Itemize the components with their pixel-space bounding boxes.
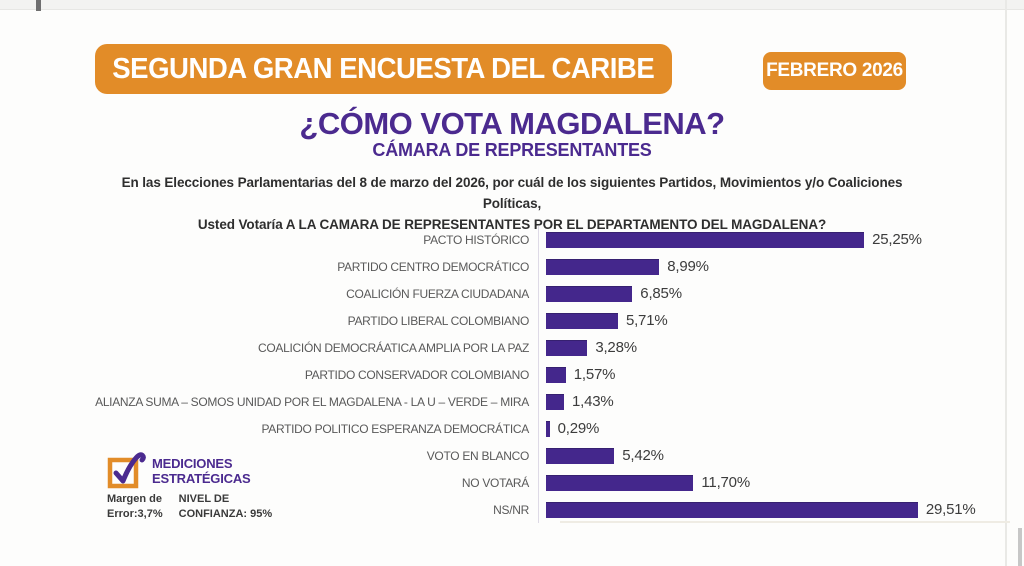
bar [546, 447, 615, 464]
photo-edge-top [0, 0, 1024, 10]
bar-category-label: PARTIDO POLITICO ESPERANZA DEMOCRÁTICA [261, 421, 529, 436]
page-title: ¿CÓMO VOTA MAGDALENA? [299, 106, 725, 141]
pollster-name-line2: ESTRATÉGICAS [152, 471, 251, 486]
bar [546, 285, 633, 302]
bar-value-label: 25,25% [872, 231, 922, 248]
bar [546, 366, 566, 383]
survey-question-line2: Usted Votaría A LA CAMARA DE REPRESENTAN… [197, 217, 827, 232]
bar-row: NS/NR 29,51% [0, 496, 1024, 523]
confidence-level-label: NIVEL DE [178, 493, 230, 505]
bar [546, 474, 694, 491]
bar-zone: 8,99% [538, 253, 1024, 280]
bar-zone: 6,85% [538, 280, 1024, 307]
date-badge: FEBRERO 2026 [763, 52, 906, 90]
bar-category-label: ALIANZA SUMA – SOMOS UNIDAD POR EL MAGDA… [95, 394, 529, 409]
survey-title-banner: SEGUNDA GRAN ENCUESTA DEL CARIBE [95, 44, 672, 94]
bar-row: PARTIDO CENTRO DEMOCRÁTICO 8,99% [0, 253, 1024, 280]
checkbox-logo-icon [107, 452, 146, 489]
bar-row: PACTO HISTÓRICO 25,25% [0, 226, 1024, 253]
bar [546, 312, 618, 329]
bar [546, 420, 550, 437]
bar-value-label: 0,29% [557, 420, 600, 437]
photo-edge-right [1005, 0, 1007, 566]
bar [546, 501, 918, 518]
bar-value-label: 1,43% [572, 393, 614, 410]
bar-row: NO VOTARÁ 11,70% [0, 469, 1024, 496]
bar-row: ALIANZA SUMA – SOMOS UNIDAD POR EL MAGDA… [0, 388, 1024, 415]
bar-chart: PACTO HISTÓRICO 25,25% PARTIDO CENTRO DEMO… [0, 226, 1024, 523]
bar-value-label: 3,28% [595, 339, 637, 356]
bar-category-label: NO VOTARÁ [461, 475, 529, 490]
bar-zone: 29,51% [538, 496, 1024, 523]
bar-value-label: 5,42% [622, 447, 664, 464]
bar-zone: 5,42% [538, 442, 1024, 469]
page-subtitle: CÁMARA DE REPRESENTANTES [372, 140, 652, 160]
bar-row: COALICIÓN FUERZA CIUDADANA 6,85% [0, 280, 1024, 307]
bar-category-label: PARTIDO CONSERVADOR COLOMBIANO [304, 367, 529, 382]
bar-zone: 25,25% [538, 226, 1024, 253]
bar-zone: 5,71% [538, 307, 1024, 334]
bar-value-label: 11,70% [701, 474, 750, 491]
bar [546, 231, 865, 248]
pollster-logo: MEDICIONES ESTRATÉGICAS [106, 448, 251, 492]
bar-row: PARTIDO POLITICO ESPERANZA DEMOCRÁTICA 0,… [0, 415, 1024, 442]
bar-value-label: 8,99% [667, 258, 709, 275]
bar-value-label: 29,51% [925, 501, 976, 518]
bar-category-label: COALICIÓN FUERZA CIUDADANA [346, 286, 529, 301]
confidence-level: NIVEL DE CONFIANZA: 95% [179, 492, 273, 522]
margin-of-error-label: Margen de [107, 493, 163, 505]
bar-zone: 1,43% [538, 388, 1024, 415]
bar-value-label: 5,71% [625, 312, 668, 329]
date-badge-label: FEBRERO 2026 [766, 60, 903, 81]
photo-artifact-corner [36, 0, 41, 11]
bar-rows: PACTO HISTÓRICO 25,25% PARTIDO CENTRO DEMO… [0, 226, 1024, 523]
bar-zone: 1,57% [538, 361, 1024, 388]
bar-row: VOTO EN BLANCO 5,42% [0, 442, 1024, 469]
bar-zone: 11,70% [538, 469, 1024, 496]
survey-stats: Margen de Error:3,7% NIVEL DE CONFIANZA:… [107, 492, 272, 522]
bar [546, 393, 565, 410]
pollster-name-line1: MEDICIONES [152, 456, 233, 471]
bar-zone: 3,28% [538, 334, 1024, 361]
bar-category-label: PARTIDO CENTRO DEMOCRÁTICO [337, 259, 529, 274]
margin-of-error-value: Error:3,7% [107, 508, 163, 520]
photo-edge-bottom [560, 521, 1010, 523]
bar-row: COALICIÓN DEMOCRÁATICA AMPLIA POR LA PAZ… [0, 334, 1024, 361]
pollster-name: MEDICIONES ESTRATÉGICAS [152, 456, 251, 486]
bar-category-label: COALICIÓN DEMOCRÁATICA AMPLIA POR LA PAZ [258, 340, 529, 355]
bar-row: PARTIDO CONSERVADOR COLOMBIANO 1,57% [0, 361, 1024, 388]
bar [546, 258, 660, 275]
margin-of-error: Margen de Error:3,7% [107, 492, 163, 522]
bar-value-label: 1,57% [573, 366, 616, 383]
bar-value-label: 6,85% [640, 285, 682, 302]
confidence-level-value: CONFIANZA: 95% [178, 508, 273, 520]
bar-category-label: PARTIDO LIBERAL COLOMBIANO [347, 313, 530, 328]
survey-question: En las Elecciones Parlamentarias del 8 d… [92, 172, 932, 235]
survey-question-line1: En las Elecciones Parlamentarias del 8 d… [121, 175, 903, 211]
bar [546, 339, 588, 356]
bar-category-label: VOTO EN BLANCO [426, 448, 530, 463]
bar-row: PARTIDO LIBERAL COLOMBIANO 5,71% [0, 307, 1024, 334]
photo-artifact-right [1018, 528, 1022, 566]
bar-zone: 0,29% [538, 415, 1024, 442]
bar-category-label: PACTO HISTÓRICO [423, 232, 529, 247]
survey-title: SEGUNDA GRAN ENCUESTA DEL CARIBE [112, 52, 655, 85]
bar-category-label: NS/NR [493, 502, 529, 517]
